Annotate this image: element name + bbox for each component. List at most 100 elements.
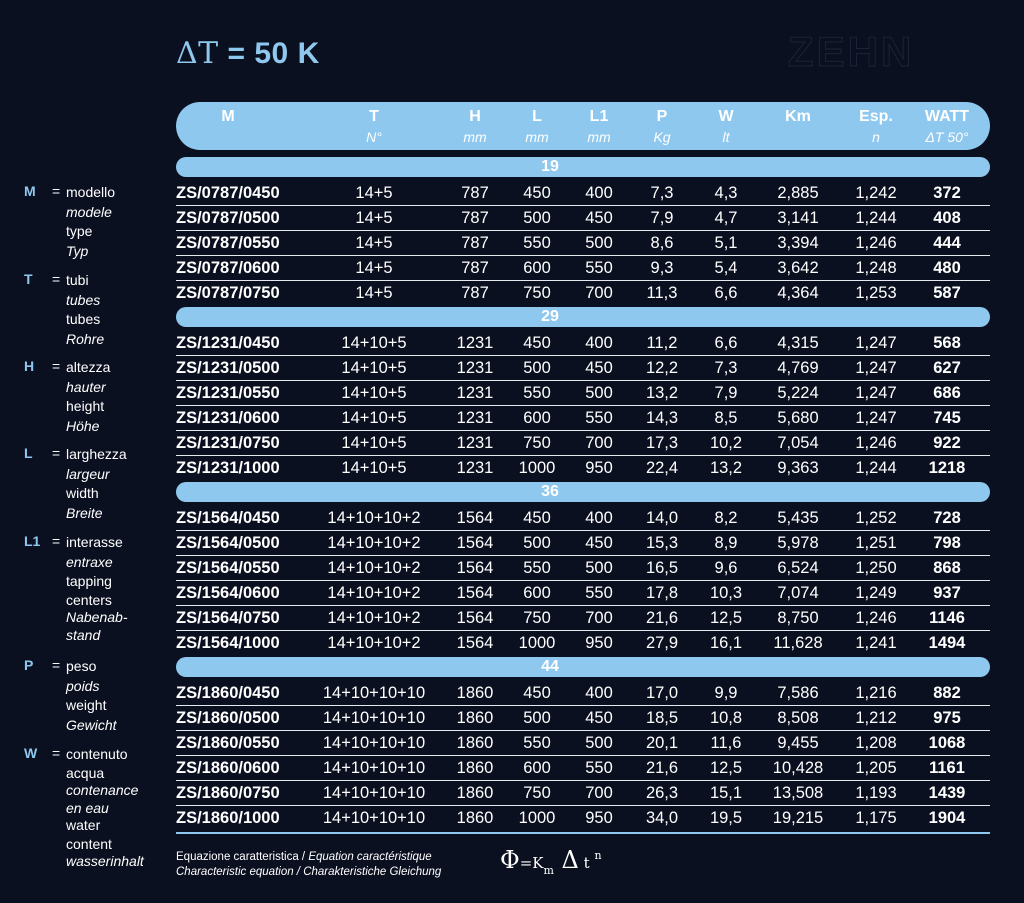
cell-exponent: 1,216 (855, 684, 897, 702)
brand-logo: ZEHN (787, 28, 915, 76)
cell-model: ZS/1860/0750 (176, 784, 280, 802)
cell-watt: 975 (933, 709, 961, 727)
cell-water: 8,2 (714, 509, 738, 527)
cell-water: 10,3 (709, 584, 743, 602)
legend-equals: = (52, 745, 61, 761)
cell-interaxis: 400 (585, 509, 613, 527)
cell-water: 6,6 (714, 284, 738, 302)
cell-length: 550 (523, 734, 551, 752)
cell-model: ZS/1231/0550 (176, 384, 280, 402)
page-title: ΔT = 50 K (176, 36, 320, 71)
cell-height: 1564 (456, 534, 494, 552)
cell-water: 12,5 (709, 609, 743, 627)
formula-phi: Φ (500, 846, 520, 874)
cell-tubes: 14+10+10+10 (322, 809, 426, 827)
cell-watt: 587 (933, 284, 961, 302)
legend-text: acqua (66, 764, 105, 781)
legend-descriptions: modello modele type Typ (66, 183, 186, 261)
table-bottom-divider (176, 832, 990, 834)
cell-length: 450 (523, 184, 551, 202)
cell-interaxis: 450 (585, 534, 613, 552)
cell-height: 1860 (456, 759, 494, 777)
cell-weight: 12,2 (645, 359, 679, 377)
legend-text: altezza (66, 359, 111, 375)
cell-length: 1000 (518, 809, 556, 827)
legend-text: weight (66, 697, 107, 713)
legend-equals: = (52, 533, 61, 549)
cell-km: 2,885 (777, 184, 819, 202)
cell-interaxis: 550 (585, 409, 613, 427)
cell-interaxis: 550 (585, 259, 613, 277)
table-row: ZS/1860/0450 14+10+10+10 1860 450 400 17,0 9,9… (176, 681, 990, 706)
cell-water: 19,5 (709, 809, 743, 827)
cell-water: 13,2 (709, 459, 743, 477)
cell-model: ZS/1860/0500 (176, 709, 280, 727)
cell-model: ZS/1564/0600 (176, 584, 280, 602)
header-length-label: L (532, 108, 542, 125)
cell-model: ZS/1231/0500 (176, 359, 280, 377)
table-row: ZS/1860/0500 14+10+10+10 1860 500 450 18,5 10,… (176, 706, 990, 731)
cell-length: 450 (523, 684, 551, 702)
legend-text: modello (66, 184, 116, 200)
cell-tubes: 14+10+5 (341, 384, 407, 402)
legend-text: content (66, 835, 112, 852)
cell-km: 5,224 (777, 384, 819, 402)
table-row: ZS/0787/0500 14+5 787 500 450 7,9 4,7 3,141 1,24… (176, 206, 990, 231)
header-exponent-label: Esp. (859, 108, 893, 125)
legend-text: entraxe (66, 553, 113, 570)
cell-km: 6,524 (777, 559, 819, 577)
header-km-label: Km (785, 108, 811, 125)
cell-watt: 937 (933, 584, 961, 602)
cell-tubes: 14+10+10+10 (322, 734, 426, 752)
cell-watt: 568 (933, 334, 961, 352)
group-header: 36 (176, 482, 990, 502)
cell-length: 1000 (518, 459, 556, 477)
legend-text: centers (66, 591, 112, 608)
legend-text: hauter (66, 378, 106, 395)
cell-exponent: 1,253 (855, 284, 897, 302)
legend-text: interasse (66, 534, 123, 550)
legend-text: contenance (66, 781, 139, 798)
cell-weight: 22,4 (645, 459, 679, 477)
legend-text: width (66, 485, 99, 501)
table-row: ZS/1860/0550 14+10+10+10 1860 550 500 20,1 11,… (176, 731, 990, 756)
cell-water: 5,4 (714, 259, 738, 277)
cell-tubes: 14+5 (355, 284, 393, 302)
equation-caption-en: Characteristic equation / (176, 866, 304, 878)
header-interaxis-label: L1 (589, 108, 609, 125)
legend-text: Typ (66, 242, 89, 259)
cell-model: ZS/1564/0750 (176, 609, 280, 627)
cell-km: 3,394 (777, 234, 819, 252)
cell-model: ZS/0787/0550 (176, 234, 280, 252)
cell-length: 1000 (518, 634, 556, 652)
legend-key: P (24, 657, 34, 673)
cell-interaxis: 450 (585, 709, 613, 727)
cell-water: 10,8 (709, 709, 743, 727)
cell-exponent: 1,249 (855, 584, 897, 602)
cell-tubes: 14+10+5 (341, 334, 407, 352)
legend-text: largeur (66, 465, 110, 482)
cell-tubes: 14+10+10+10 (322, 684, 426, 702)
legend-text: peso (66, 658, 97, 674)
cell-water: 11,6 (710, 734, 742, 752)
cell-watt: 1068 (928, 734, 966, 752)
cell-watt: 372 (933, 184, 961, 202)
cell-watt: 1218 (928, 459, 966, 477)
cell-interaxis: 550 (585, 759, 613, 777)
table-row: ZS/1564/1000 14+10+10+2 1564 1000 950 27,9 16,… (176, 631, 990, 656)
cell-km: 9,363 (777, 459, 819, 477)
cell-exponent: 1,247 (855, 359, 897, 377)
cell-tubes: 14+10+5 (341, 459, 407, 477)
header-tubes-label: T (369, 108, 379, 125)
legend-descriptions: larghezza largeur width Breite (66, 445, 186, 523)
cell-km: 11,628 (773, 634, 823, 652)
cell-interaxis: 950 (585, 459, 613, 477)
table-row: ZS/1860/1000 14+10+10+10 1860 1000 950 34,0 19… (176, 806, 990, 831)
cell-water: 7,9 (714, 384, 738, 402)
cell-interaxis: 450 (585, 359, 613, 377)
cell-length: 750 (523, 434, 551, 452)
cell-km: 7,074 (777, 584, 819, 602)
cell-interaxis: 550 (585, 584, 613, 602)
cell-weight: 13,2 (645, 384, 679, 402)
